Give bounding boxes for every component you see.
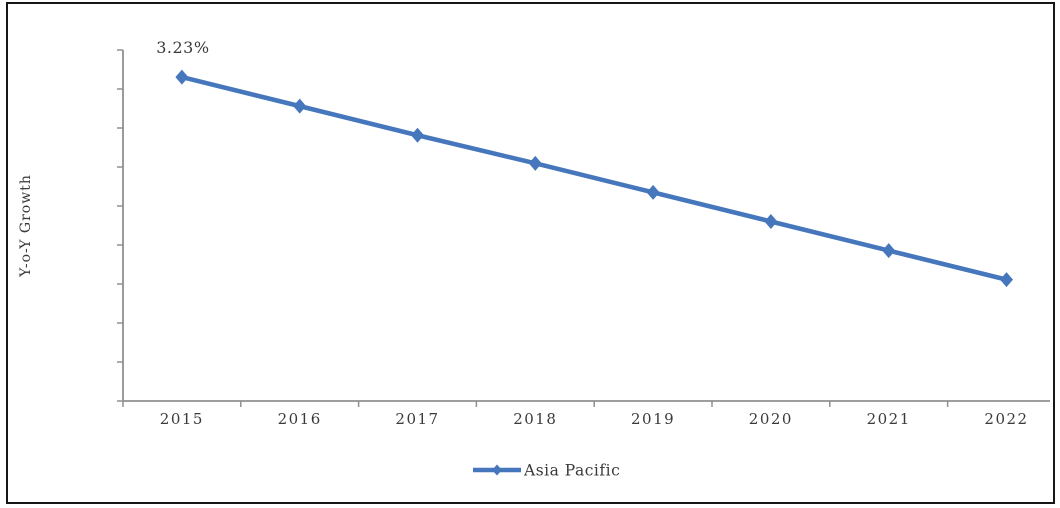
data-point-marker bbox=[293, 98, 307, 114]
legend-marker-diamond bbox=[492, 464, 502, 476]
x-axis-label: 2020 bbox=[749, 410, 793, 428]
data-point-marker bbox=[646, 184, 660, 200]
data-point-marker bbox=[764, 213, 778, 229]
series-line-asia-pacific bbox=[179, 74, 1009, 282]
x-axis-label: 2021 bbox=[867, 410, 911, 428]
figure-border bbox=[6, 2, 1055, 504]
data-point-marker bbox=[528, 155, 542, 171]
data-point-marker bbox=[1000, 272, 1013, 288]
x-axis-label: 2015 bbox=[160, 410, 204, 428]
x-axis-label: 2017 bbox=[395, 410, 439, 428]
x-axis-label: 2018 bbox=[513, 410, 557, 428]
data-point-marker bbox=[175, 69, 189, 85]
data-label: 3.23% bbox=[156, 38, 209, 57]
data-point-marker bbox=[411, 127, 424, 143]
data-point-marker bbox=[882, 243, 896, 259]
x-axis-label: 2016 bbox=[278, 410, 322, 428]
legend-label: Asia Pacific bbox=[523, 462, 620, 480]
y-axis-title: Y-o-Y Growth bbox=[18, 174, 34, 278]
x-axis-label: 2022 bbox=[984, 410, 1028, 428]
x-axis-label: 2019 bbox=[631, 410, 675, 428]
